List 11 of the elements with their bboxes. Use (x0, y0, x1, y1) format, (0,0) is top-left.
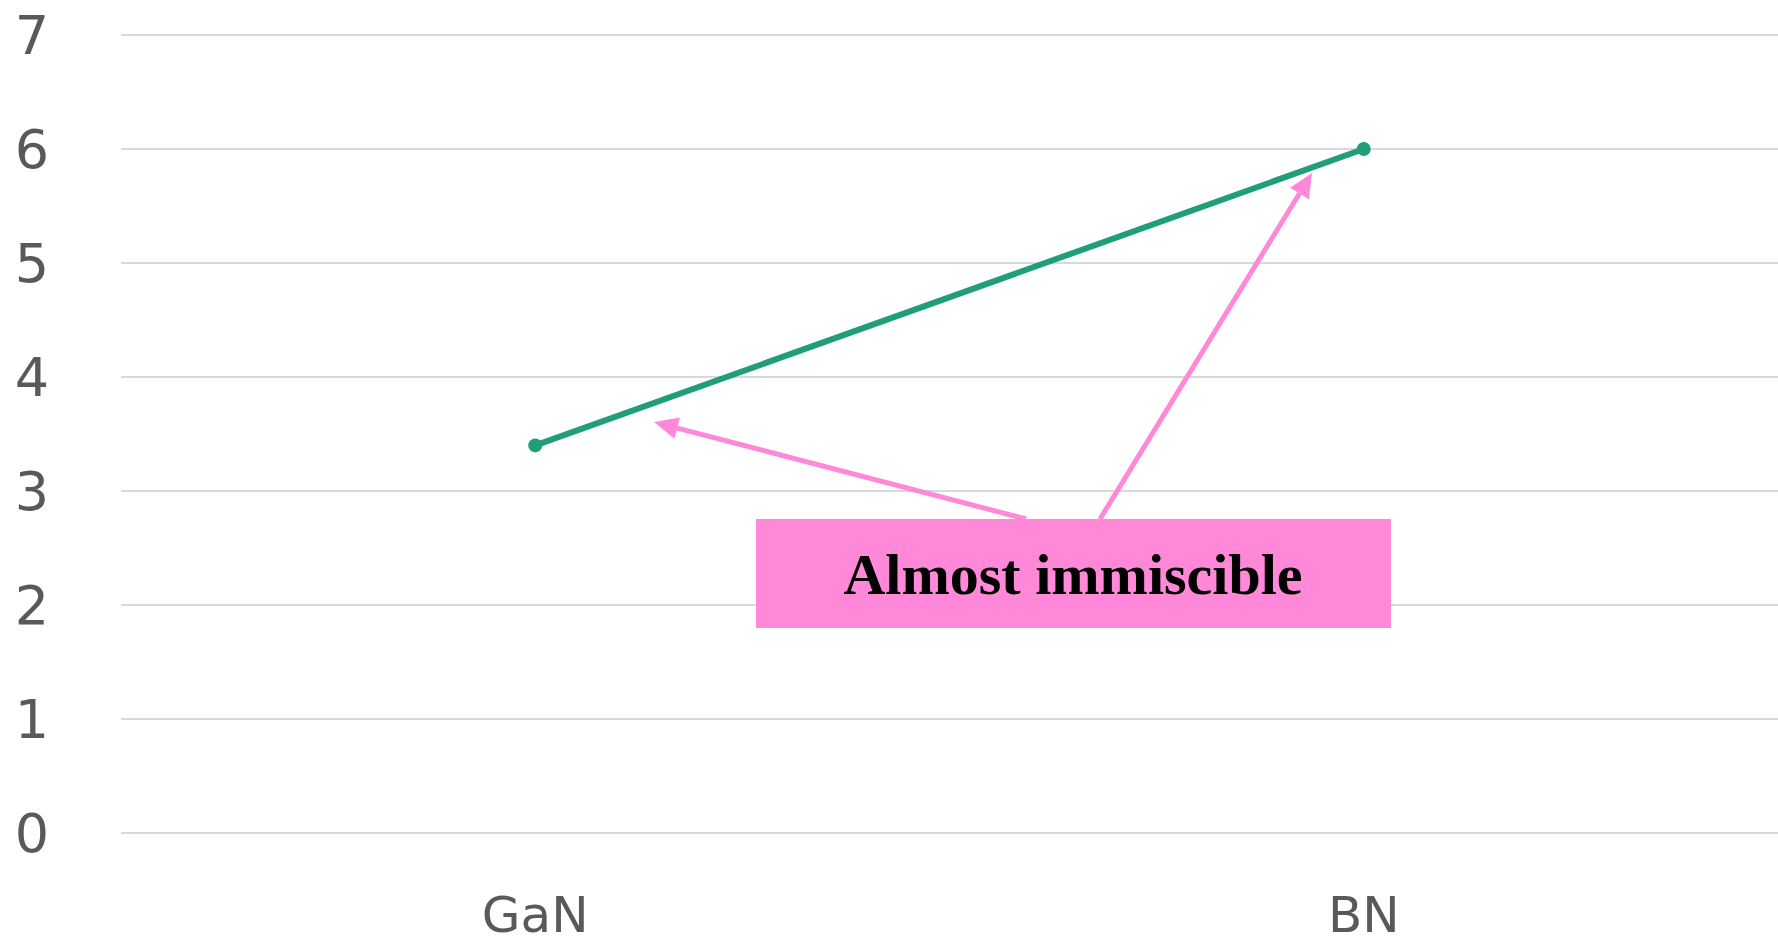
y-tick-label: 1 (14, 687, 50, 751)
y-tick-label: 5 (14, 231, 50, 295)
x-tick-label: BN (1327, 885, 1400, 940)
y-tick-label: 6 (14, 117, 50, 181)
y-tick-label: 0 (14, 801, 50, 865)
y-tick-label: 7 (14, 3, 50, 67)
y-tick-label: 3 (14, 459, 50, 523)
y-tick-label: 4 (14, 345, 50, 409)
y-tick-label: 2 (14, 573, 50, 637)
x-tick-label: GaN (481, 885, 589, 940)
annotation: Almost immiscible (843, 542, 1303, 608)
